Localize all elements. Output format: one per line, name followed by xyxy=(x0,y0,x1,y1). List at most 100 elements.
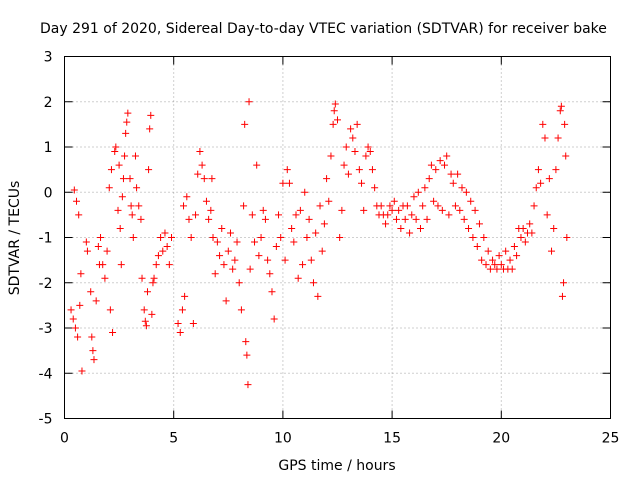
data-point xyxy=(560,279,568,287)
data-point xyxy=(277,234,285,241)
data-point xyxy=(388,206,396,214)
data-point xyxy=(508,265,516,273)
data-point xyxy=(150,274,158,282)
data-point xyxy=(246,265,254,273)
data-point xyxy=(218,224,226,232)
data-point xyxy=(88,333,96,341)
data-point xyxy=(314,292,322,300)
data-point xyxy=(114,206,122,214)
data-point xyxy=(127,202,135,210)
data-point xyxy=(103,247,111,255)
data-point xyxy=(478,256,486,264)
data-point xyxy=(97,234,105,241)
data-point xyxy=(257,234,265,241)
data-point xyxy=(220,261,228,269)
data-point xyxy=(76,301,84,309)
data-point xyxy=(138,274,146,282)
data-point xyxy=(264,256,272,264)
data-point xyxy=(425,175,433,183)
y-tick-label: -2 xyxy=(39,276,53,292)
data-point xyxy=(161,229,169,237)
data-point xyxy=(469,234,477,241)
data-point xyxy=(89,347,97,355)
data-point xyxy=(235,279,243,287)
data-point xyxy=(248,211,256,219)
data-point xyxy=(69,315,77,323)
data-point xyxy=(456,206,464,214)
y-tick-label: -3 xyxy=(39,321,53,337)
data-point xyxy=(330,107,338,115)
data-point xyxy=(312,229,320,237)
data-point xyxy=(537,179,545,187)
data-point xyxy=(279,179,287,187)
data-point xyxy=(124,109,132,117)
data-point xyxy=(243,351,251,359)
data-point xyxy=(272,243,280,251)
data-point xyxy=(73,197,81,205)
data-point xyxy=(111,148,119,156)
data-point xyxy=(384,211,392,219)
data-point xyxy=(305,215,313,223)
data-point xyxy=(174,319,182,327)
data-point xyxy=(178,306,186,314)
data-point xyxy=(349,134,357,142)
data-point xyxy=(208,175,216,183)
data-point xyxy=(285,179,293,187)
data-point xyxy=(105,184,113,192)
data-point xyxy=(123,118,131,126)
data-point xyxy=(148,310,156,318)
data-point xyxy=(75,211,83,219)
data-point xyxy=(216,252,224,260)
data-point xyxy=(397,224,405,232)
data-point xyxy=(556,107,564,115)
data-point xyxy=(140,306,148,314)
data-point xyxy=(224,247,232,255)
y-tick-label: 1 xyxy=(44,140,53,156)
data-point xyxy=(403,202,411,210)
data-point xyxy=(94,243,102,251)
data-point xyxy=(414,188,422,196)
data-point xyxy=(353,120,361,128)
data-point xyxy=(255,252,263,260)
data-point xyxy=(412,215,420,223)
data-point xyxy=(129,234,137,241)
data-point xyxy=(436,157,444,165)
data-point xyxy=(82,238,90,246)
data-point xyxy=(554,134,562,142)
data-point xyxy=(116,224,124,232)
data-point xyxy=(491,261,499,269)
data-point xyxy=(432,166,440,174)
data-point xyxy=(395,206,403,214)
data-point xyxy=(368,166,376,174)
data-point xyxy=(237,306,245,314)
data-point xyxy=(517,234,525,241)
data-point xyxy=(270,315,278,323)
data-point xyxy=(290,238,298,246)
y-tick-label: 3 xyxy=(44,50,53,66)
data-point xyxy=(128,211,136,219)
data-point xyxy=(211,270,219,278)
data-point xyxy=(121,152,129,160)
data-point xyxy=(454,170,462,178)
data-point xyxy=(462,188,470,196)
data-point xyxy=(233,238,241,246)
data-point xyxy=(294,274,302,282)
data-point xyxy=(390,197,398,205)
data-point xyxy=(526,220,534,228)
data-point xyxy=(71,324,79,332)
x-tick-label: 20 xyxy=(492,431,510,447)
data-point xyxy=(497,261,505,269)
data-point xyxy=(410,193,418,201)
data-point xyxy=(406,229,414,237)
data-point xyxy=(458,184,466,192)
data-point xyxy=(70,186,78,194)
data-point xyxy=(165,261,173,269)
data-point xyxy=(157,234,165,241)
data-point xyxy=(382,220,390,228)
data-point xyxy=(545,175,553,183)
data-point xyxy=(449,179,457,187)
data-point xyxy=(484,247,492,255)
data-point xyxy=(445,211,453,219)
data-point xyxy=(465,224,473,232)
data-point xyxy=(209,234,217,241)
